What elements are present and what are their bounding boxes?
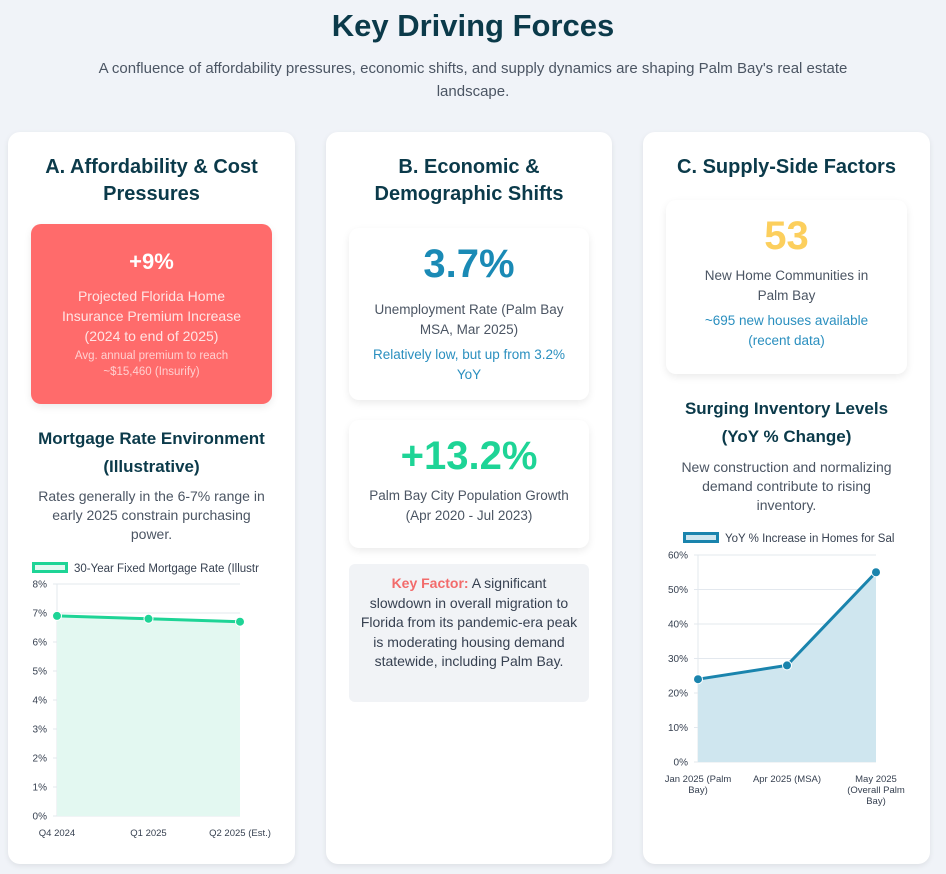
unemployment-note: Relatively low, but up from 3.2% YoY [372,347,566,382]
communities-note: ~695 new houses available (recent data) [704,313,869,348]
inventory-title: Surging Inventory Levels (YoY % Change) [684,399,889,446]
inventory-description: New construction and normalizing demand … [681,459,892,513]
inventory-chart: 0% 10% 20% 30% 40% 50% 60% Jan 2025 (Palm Bay) Ap… [665,551,905,808]
y-tick-label: 20% [668,689,688,700]
legend-label: YoY % Increase in Homes for Sal [725,533,895,545]
y-tick-label: 30% [668,654,688,665]
y-tick-label: 4% [33,696,48,707]
x-tick-label: May 2025 (Overall Palm Bay) [847,774,905,807]
y-tick-label: 40% [668,620,688,631]
data-point[interactable] [782,660,792,671]
inventory-chart-legend[interactable]: YoY % Increase in Homes for Sal [683,532,908,545]
communities-value: 53 [764,214,809,258]
y-tick-label: 50% [668,585,688,596]
insurance-value: +9% [129,249,174,274]
card-economic: B. Economic & Demographic Shifts 3.7% Un… [326,132,612,864]
x-tick-label: Q2 2025 (Est.) [209,828,271,839]
key-factor-label: Key Factor: [391,575,469,591]
legend-swatch [683,532,719,543]
communities-label: New Home Communities in Palm Bay [704,268,869,303]
y-tick-label: 6% [33,638,48,649]
population-value: +13.2% [400,434,538,478]
data-point[interactable] [143,613,154,624]
key-factor-text: A significant slowdown in overall migrat… [360,575,578,669]
x-tick-label: Jan 2025 (Palm Bay) [665,774,732,796]
mortgage-description: Rates generally in the 6-7% range in ear… [38,488,265,542]
y-tick-label: 10% [668,723,688,734]
card-title: C. Supply-Side Factors [677,156,896,178]
mortgage-rate-chart: 0% 1% 2% 3% 4% 5% 6% 7% 8% Q4 2024 Q1 2025 Q2 2025 … [33,580,271,840]
y-tick-label: 0% [674,758,689,769]
communities-stat-box: 53 New Home Communities in Palm Bay ~695… [666,200,907,374]
x-tick-label: Q4 2024 [39,828,75,839]
data-point[interactable] [235,616,245,627]
y-tick-label: 1% [33,783,48,794]
y-tick-label: 8% [33,580,48,591]
x-tick-label: Q1 2025 [130,828,166,839]
population-label: Palm Bay City Population Growth (Apr 202… [369,488,569,523]
unemployment-value: 3.7% [423,242,515,286]
y-tick-label: 2% [33,754,48,765]
legend-label: 30-Year Fixed Mortgage Rate (Illustr [74,563,259,575]
legend-swatch [32,562,68,573]
y-tick-label: 7% [33,609,48,620]
y-tick-label: 0% [33,812,48,823]
data-point[interactable] [871,567,881,578]
page-subtitle: A confluence of affordability pressures,… [98,60,848,100]
insurance-stat-box: +9% Projected Florida Home Insurance Pre… [31,224,272,404]
page-title: Key Driving Forces [331,8,615,43]
card-title: B. Economic & Demographic Shifts [374,156,564,205]
unemployment-label: Unemployment Rate (Palm Bay MSA, Mar 202… [374,302,564,337]
y-tick-label: 60% [668,551,688,562]
data-point[interactable] [693,674,703,685]
card-affordability: A. Affordability & Cost Pressures +9% Pr… [8,132,295,864]
data-point[interactable] [52,610,62,621]
card-supply: C. Supply-Side Factors 53 New Home Commu… [643,132,930,864]
series-area [57,615,240,816]
key-factor-box: Key Factor: A significant slowdown in ov… [349,564,589,702]
insurance-note: Avg. annual premium to reach ~$15,460 (I… [74,350,229,378]
y-tick-label: 3% [33,725,48,736]
x-tick-label: Apr 2025 (MSA) [753,774,821,785]
card-title: A. Affordability & Cost Pressures [45,156,258,205]
y-tick-label: 5% [33,667,48,678]
insurance-label: Projected Florida Home Insurance Premium… [62,288,241,344]
mortgage-chart-legend[interactable]: 30-Year Fixed Mortgage Rate (Illustr [32,562,270,575]
unemployment-stat-box: 3.7% Unemployment Rate (Palm Bay MSA, Ma… [349,228,589,400]
population-stat-box: +13.2% Palm Bay City Population Growth (… [349,420,589,548]
mortgage-title: Mortgage Rate Environment (Illustrative) [38,429,265,476]
